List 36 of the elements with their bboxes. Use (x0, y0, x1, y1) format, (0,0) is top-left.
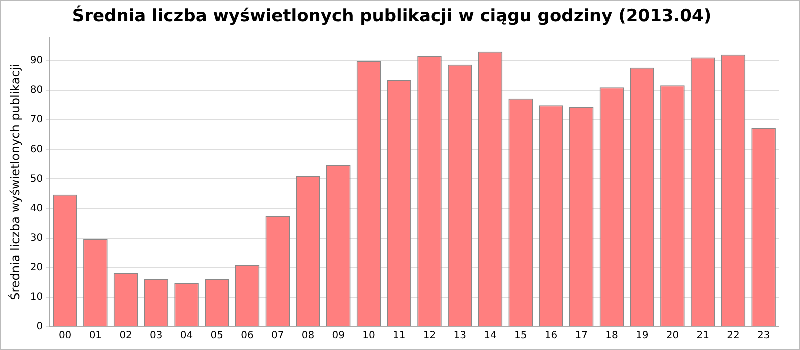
y-axis-title: Średnia liczba wyświetlonych publikacji (7, 64, 22, 300)
x-tick-label: 17 (575, 330, 588, 342)
y-tick-label: 20 (30, 262, 44, 274)
y-tick-label: 40 (30, 203, 44, 214)
y-tick-label: 60 (30, 144, 44, 156)
y-tick-label: 0 (36, 322, 44, 333)
y-tick-label: 50 (30, 174, 44, 185)
x-tick-label: 20 (666, 330, 680, 342)
x-tick-label: 08 (302, 330, 315, 342)
x-tick-label: 09 (332, 330, 346, 342)
x-tick-label: 01 (89, 330, 102, 342)
chart-title: Średnia liczba wyświetlonych publikacji w ciągu godziny (2013.04) (72, 6, 712, 27)
y-tick-label: 30 (30, 232, 44, 244)
x-tick-label: 23 (757, 330, 770, 342)
y-tick-label: 80 (30, 85, 44, 96)
x-tick-label: 04 (180, 330, 194, 342)
x-tick-label: 10 (362, 330, 376, 342)
x-tick-label: 00 (58, 330, 72, 342)
x-tick-label: 14 (484, 330, 497, 342)
x-tick-label: 02 (120, 330, 132, 342)
x-tick-label: 05 (210, 330, 224, 342)
y-tick-label: 10 (30, 292, 44, 304)
y-tick-label: 70 (30, 114, 44, 126)
x-tick-label: 19 (636, 330, 649, 342)
x-tick-label: 11 (393, 330, 406, 342)
x-tick-label: 03 (150, 330, 163, 342)
y-tick-label: 90 (30, 56, 44, 67)
x-tick-label: 06 (241, 330, 254, 342)
x-tick-label: 22 (727, 330, 740, 342)
x-tick-label: 18 (606, 330, 618, 342)
x-tick-label: 13 (454, 330, 466, 342)
x-tick-label: 16 (544, 330, 558, 342)
x-tick-label: 15 (514, 330, 528, 342)
x-tick-label: 07 (272, 330, 284, 342)
x-tick-label: 21 (696, 330, 710, 342)
x-tick-label: 12 (423, 330, 436, 342)
